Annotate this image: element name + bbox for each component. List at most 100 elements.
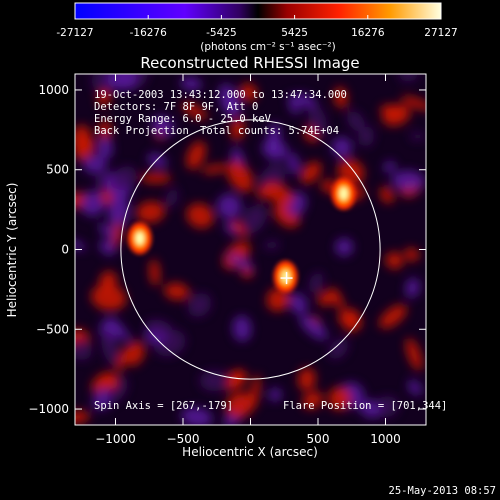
heatmap-blob [359,399,381,418]
heatmap-blob [302,391,323,410]
heatmap-blob [334,86,348,109]
y-axis-label: Heliocentric Y (arcsec) [5,183,19,318]
heatmap-blob [164,282,190,300]
heatmap-blob [81,190,106,217]
heatmap-blob [317,290,336,306]
y-tick-label: 500 [46,163,69,177]
bright-source-core [339,187,348,200]
heatmap-blob [149,259,160,286]
y-tick-label: −1000 [28,402,69,416]
heatmap-blob [308,272,324,294]
heatmap-blob [91,284,127,311]
heatmap-blob [151,115,174,137]
heatmap-blob [299,315,328,340]
x-tick-label: 0 [247,432,255,446]
heatmap-blob [266,122,281,155]
colorbar [74,2,442,20]
info-detectors: Detectors: 7F 8F 9F, Att 0 [94,101,258,113]
heatmap-blob [328,338,349,360]
heatmap-blob [382,104,411,126]
colorbar-units: (photons cm⁻² s⁻¹ asec⁻²) [200,41,335,53]
heatmap-blob [385,252,404,269]
heatmap-blob [83,155,107,174]
heatmap-blob [335,238,354,256]
heatmap-blob [98,119,112,144]
heatmap-blob [186,141,206,170]
heatmap-blob [407,379,422,396]
heatmap-blob [115,347,129,374]
heatmap-blob [297,367,316,391]
heatmap-blob [398,74,419,82]
heatmap-blob [338,308,360,326]
heatmap-blob [100,191,113,205]
heatmap-blob [75,136,95,161]
solar-limb-circle [120,119,381,380]
x-tick-label: 500 [307,432,330,446]
info-time: 19-Oct-2003 13:43:12.000 to 13:47:34.000 [94,89,347,101]
info-method: Back Projection [94,125,189,137]
heatmap-blob [217,193,242,219]
heatmap-blob [266,287,290,312]
x-axis: −1000 −500 0 500 1000 [95,74,401,446]
heatmap-blob [405,277,420,298]
heatmap-blob [225,391,255,419]
heatmap-blob [181,407,213,425]
heatmap-blob [346,110,365,132]
heatmap-blob [263,240,280,250]
heatmap-blob [219,83,240,118]
heatmap-blob [75,410,90,424]
plot-title: Reconstructed RHESSI Image [140,54,359,72]
heatmap-blob [263,182,294,205]
heatmap-image [75,74,426,425]
heatmap-blob [404,247,420,262]
heatmap-blob [186,203,214,229]
heatmap-blob [165,188,179,208]
heatmap-blob [289,293,308,315]
heatmap-blob [288,93,300,115]
y-tick-label: 0 [61,243,69,257]
heatmap-blob [294,93,317,109]
heatmap-blob [107,195,130,227]
heatmap-blob [97,137,113,159]
heatmap-blob [379,304,407,329]
x-tick-label: −1000 [95,432,136,446]
y-tick-label: 1000 [38,83,69,97]
heatmap-blob [101,330,119,365]
colorbar-tick-label: -27127 [56,27,93,39]
heatmap-blob [232,315,252,342]
flare-position-label: Flare Position = [701,344] [283,400,447,412]
heatmap-blob [300,161,322,184]
heatmap-blob [227,253,254,271]
info-counts: Total counts: 5.74E+04 [200,125,339,137]
heatmap-blob [112,165,137,191]
bright-source-core [135,232,144,245]
heatmap-blob [230,117,245,141]
colorbar-tick-label: -5425 [206,27,237,39]
heatmap-blob [383,160,396,173]
heatmap-blob [241,204,267,234]
heatmap-blob [99,240,116,256]
colorbar-ticks: -27127 -16276 -5425 5425 16276 27127 [56,15,458,39]
heatmap-blob [379,186,394,204]
spin-axis-label: Spin Axis = [267,-179] [94,400,233,412]
heatmap-blob [239,83,257,102]
heatmap-blob [308,105,327,137]
heatmap-blob [226,160,254,193]
heatmap-blob [287,152,300,175]
colorbar-tick-label: 16276 [351,27,385,39]
heatmap-blob [97,89,111,107]
heatmap-blob [231,220,249,238]
x-tick-label: −500 [167,432,200,446]
y-tick-label: −500 [36,322,69,336]
info-energy: Energy Range: 6.0 - 25.0 keV [94,113,272,125]
bright-source-core [281,270,290,283]
heatmap-blob [401,95,426,111]
heatmap-blob [391,170,425,191]
heatmap-blob [187,292,212,318]
heatmap-blob [330,287,345,311]
heatmap-blob [250,374,260,410]
heatmap-blob [98,223,116,240]
colorbar-tick-label: 5425 [281,27,308,39]
heatmap-blob [409,132,425,141]
heatmap-blob [328,386,352,411]
